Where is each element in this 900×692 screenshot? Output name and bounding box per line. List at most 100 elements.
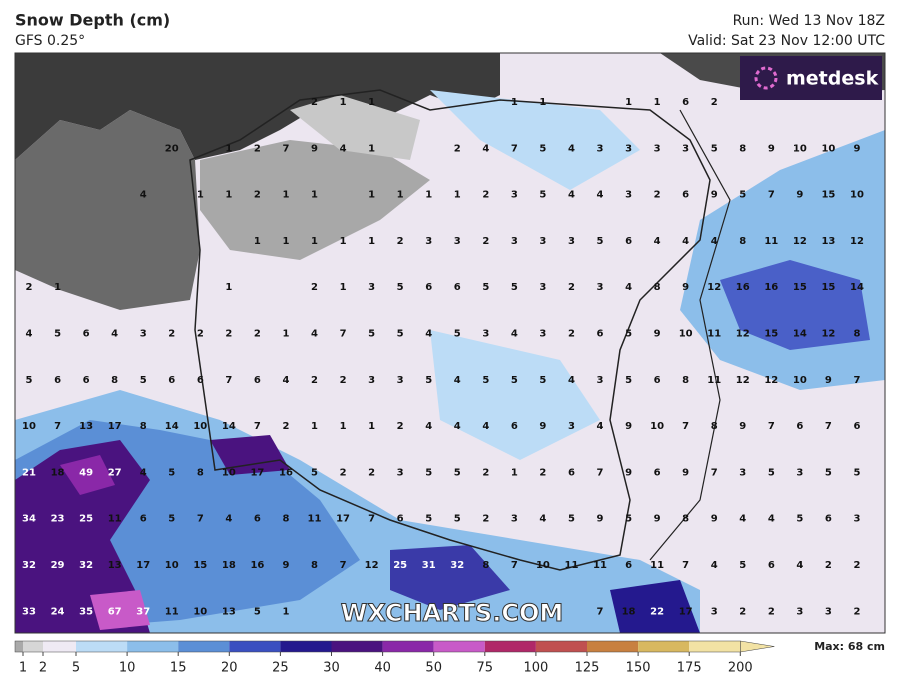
value-label: 1 xyxy=(197,190,204,201)
value-label: 5 xyxy=(625,329,632,340)
value-label: 17 xyxy=(336,514,350,525)
value-label: 5 xyxy=(168,467,175,478)
value-label: 4 xyxy=(111,329,118,340)
value-label: 9 xyxy=(796,190,803,201)
value-label: 11 xyxy=(707,375,721,386)
snow-area xyxy=(210,435,290,475)
value-label: 1 xyxy=(625,97,632,108)
value-label: 20 xyxy=(165,143,179,154)
value-label: 15 xyxy=(764,329,778,340)
value-label: 9 xyxy=(682,282,689,293)
value-label: 6 xyxy=(54,375,61,386)
value-label: 2 xyxy=(225,329,232,340)
colorbar-label: 150 xyxy=(626,661,651,676)
value-label: 18 xyxy=(222,560,236,571)
value-label: 12 xyxy=(365,560,379,571)
colorbar-segment xyxy=(638,641,690,652)
value-label: 8 xyxy=(654,282,661,293)
value-label: 1 xyxy=(425,190,432,201)
value-label: 5 xyxy=(425,514,432,525)
value-label: 10 xyxy=(165,560,179,571)
value-label: 17 xyxy=(250,467,264,478)
value-label: 3 xyxy=(511,236,518,247)
value-label: 13 xyxy=(79,421,93,432)
value-label: 3 xyxy=(682,143,689,154)
value-label: 6 xyxy=(825,514,832,525)
value-label: 25 xyxy=(393,560,407,571)
value-label: 5 xyxy=(26,375,33,386)
value-label: 10 xyxy=(821,143,835,154)
colorbar-segment xyxy=(382,641,434,652)
value-label: 7 xyxy=(54,421,61,432)
value-label: 1 xyxy=(368,143,375,154)
value-label: 5 xyxy=(454,329,461,340)
max-label: Max: 68 cm xyxy=(814,640,885,653)
value-label: 5 xyxy=(454,514,461,525)
value-label: 5 xyxy=(539,143,546,154)
value-label: 3 xyxy=(368,282,375,293)
value-label: 29 xyxy=(51,560,65,571)
value-label: 9 xyxy=(654,329,661,340)
value-label: 4 xyxy=(768,514,775,525)
value-label: 5 xyxy=(625,375,632,386)
value-label: 9 xyxy=(853,143,860,154)
value-label: 3 xyxy=(568,236,575,247)
value-label: 6 xyxy=(83,329,90,340)
colorbar-segment xyxy=(23,641,43,652)
value-label: 5 xyxy=(739,190,746,201)
value-label: 5 xyxy=(168,514,175,525)
value-label: 9 xyxy=(682,467,689,478)
value-label: 1 xyxy=(368,236,375,247)
value-label: 3 xyxy=(539,329,546,340)
value-label: 11 xyxy=(650,560,664,571)
value-label: 1 xyxy=(340,236,347,247)
value-label: 16 xyxy=(736,282,750,293)
value-label: 7 xyxy=(597,467,604,478)
colorbar-label: 10 xyxy=(119,661,136,676)
value-label: 8 xyxy=(739,236,746,247)
value-label: 35 xyxy=(79,606,93,617)
value-label: 10 xyxy=(222,467,236,478)
value-label: 4 xyxy=(654,236,661,247)
colorbar-segment xyxy=(535,641,587,652)
value-label: 1 xyxy=(511,467,518,478)
value-label: 4 xyxy=(511,329,518,340)
value-label: 3 xyxy=(454,236,461,247)
value-label: 21 xyxy=(22,467,36,478)
logo-box xyxy=(740,56,882,100)
value-label: 14 xyxy=(222,421,236,432)
valid-time: Valid: Sat 23 Nov 12:00 UTC xyxy=(688,33,885,49)
value-label: 9 xyxy=(625,467,632,478)
snow-area xyxy=(610,580,700,633)
value-label: 6 xyxy=(625,236,632,247)
value-label: 13 xyxy=(108,560,122,571)
value-label: 3 xyxy=(796,467,803,478)
value-label: 3 xyxy=(568,421,575,432)
value-label: 49 xyxy=(79,467,93,478)
value-label: 1 xyxy=(397,190,404,201)
value-label: 4 xyxy=(682,236,689,247)
value-label: 3 xyxy=(739,467,746,478)
value-label: 2 xyxy=(853,560,860,571)
colorbar-label: 15 xyxy=(170,661,187,676)
value-label: 6 xyxy=(397,514,404,525)
value-label: 6 xyxy=(796,421,803,432)
value-label: 5 xyxy=(482,282,489,293)
value-label: 5 xyxy=(397,329,404,340)
value-label: 2 xyxy=(397,421,404,432)
value-label: 1 xyxy=(454,190,461,201)
border xyxy=(189,89,711,571)
value-label: 32 xyxy=(79,560,93,571)
value-label: 3 xyxy=(654,143,661,154)
value-label: 5 xyxy=(597,236,604,247)
value-label: 13 xyxy=(222,606,236,617)
value-label: 2 xyxy=(311,375,318,386)
value-label: 7 xyxy=(511,143,518,154)
value-label: 1 xyxy=(368,421,375,432)
title: Snow Depth (cm) xyxy=(15,11,170,30)
value-label: 5 xyxy=(425,467,432,478)
value-label: 5 xyxy=(796,514,803,525)
value-label: 4 xyxy=(26,329,33,340)
value-label: 2 xyxy=(482,514,489,525)
value-label: 7 xyxy=(368,514,375,525)
